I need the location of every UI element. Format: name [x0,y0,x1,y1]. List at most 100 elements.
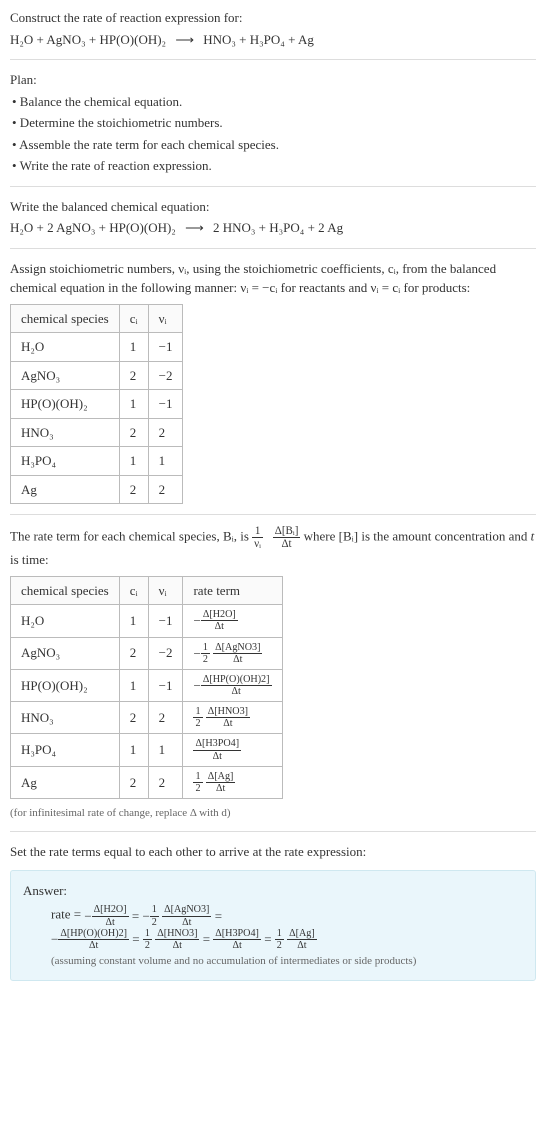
fraction: 12 [275,928,284,951]
divider [10,514,536,515]
table2-note: (for infinitesimal rate of change, repla… [10,805,536,822]
cell-vi: 2 [148,766,183,798]
cell-vi: 2 [148,475,183,504]
fraction: Δ[H3PO4]Δt [213,928,261,951]
frac-1-over-vi: 1 νᵢ [252,525,263,550]
cell-species: H₃PO₄ [11,447,120,476]
table-row: HNO₃2212 Δ[HNO3]Δt [11,702,283,734]
plan-section: Plan: • Balance the chemical equation. •… [10,70,536,176]
eq-left: H₂O + 2 AgNO₃ + HP(O)(OH)₂ [10,220,176,235]
cell-ci: 2 [119,475,148,504]
fraction: Δ[HNO3]Δt [206,706,250,729]
answer-box: Answer: rate = −Δ[H2O]Δt = −12 Δ[AgNO3]Δ… [10,870,536,981]
cell-ci: 2 [119,361,148,390]
space [266,530,269,545]
final-text: Set the rate terms equal to each other t… [10,842,536,862]
table-row: AgNO₃2−2 [11,361,183,390]
fraction: Δ[AgNO3]Δt [213,642,262,665]
frac-dBi-dt: Δ[Bᵢ] Δt [273,525,301,550]
table-row: H₂O1−1 [11,333,183,362]
cell-rate-term: −Δ[H2O]Δt [183,605,282,637]
fraction: 12 [193,771,202,794]
cell-ci: 1 [119,390,148,419]
cell-vi: 2 [148,702,183,734]
table-row: HNO₃22 [11,418,183,447]
fraction: Δ[HP(O)(OH)2]Δt [201,674,272,697]
cell-species: HNO₃ [11,702,120,734]
cell-species: Ag [11,475,120,504]
fraction: Δ[HP(O)(OH)2]Δt [58,928,129,951]
col-vi: νᵢ [148,304,183,333]
cell-ci: 1 [119,605,148,637]
intro-section: Construct the rate of reaction expressio… [10,8,536,49]
col-vi: νᵢ [148,576,183,605]
answer-label: Answer: [23,881,523,901]
cell-vi: −1 [148,605,183,637]
cell-ci: 1 [119,669,148,701]
col-species: chemical species [11,576,120,605]
divider [10,186,536,187]
col-rate: rate term [183,576,282,605]
rate-intro-post: is time: [10,552,49,567]
fraction: Δ[Ag]Δt [287,928,317,951]
answer-note: (assuming constant volume and no accumul… [51,953,523,970]
fraction: Δ[Ag]Δt [206,771,236,794]
cell-species: H₃PO₄ [11,734,120,766]
stoich-section: Assign stoichiometric numbers, νᵢ, using… [10,259,536,505]
table-row: Ag22 [11,475,183,504]
cell-vi: −1 [148,333,183,362]
answer-expression: rate = −Δ[H2O]Δt = −12 Δ[AgNO3]Δt = −Δ[H… [51,904,523,951]
table-row: H₃PO₄11 [11,447,183,476]
balanced-section: Write the balanced chemical equation: H₂… [10,197,536,238]
cell-ci: 2 [119,418,148,447]
table-header-row: chemical species cᵢ νᵢ [11,304,183,333]
plan-item: • Balance the chemical equation. [12,92,536,112]
cell-ci: 1 [119,734,148,766]
cell-rate-term: 12 Δ[Ag]Δt [183,766,282,798]
plan-item: • Assemble the rate term for each chemic… [12,135,536,155]
fraction: Δ[H2O]Δt [92,904,129,927]
table-row: AgNO₃2−2−12 Δ[AgNO3]Δt [11,637,283,669]
cell-vi: 1 [148,447,183,476]
cell-ci: 1 [119,447,148,476]
cell-species: AgNO₃ [11,637,120,669]
col-ci: cᵢ [119,304,148,333]
eq-left: H₂O + AgNO₃ + HP(O)(OH)₂ [10,32,166,47]
stoich-table: chemical species cᵢ νᵢ H₂O1−1AgNO₃2−2HP(… [10,304,183,505]
divider [10,831,536,832]
rate-table: chemical species cᵢ νᵢ rate term H₂O1−1−… [10,576,283,799]
cell-species: H₂O [11,605,120,637]
table-row: Ag2212 Δ[Ag]Δt [11,766,283,798]
col-species: chemical species [11,304,120,333]
cell-vi: 2 [148,418,183,447]
fraction: 12 [201,642,210,665]
divider [10,59,536,60]
fraction: 12 [150,904,159,927]
table-row: H₃PO₄11Δ[H3PO4]Δt [11,734,283,766]
cell-ci: 2 [119,702,148,734]
fraction: Δ[HNO3]Δt [155,928,199,951]
cell-species: HP(O)(OH)₂ [11,390,120,419]
col-ci: cᵢ [119,576,148,605]
fraction: Δ[H2O]Δt [201,609,238,632]
t-var: t [531,529,535,544]
cell-vi: 1 [148,734,183,766]
cell-species: HP(O)(OH)₂ [11,669,120,701]
cell-rate-term: Δ[H3PO4]Δt [183,734,282,766]
plan-heading: Plan: [10,70,536,90]
eq-arrow: ⟶ [185,220,204,235]
fraction: Δ[AgNO3]Δt [162,904,211,927]
rate-intro-section: The rate term for each chemical species,… [10,525,536,821]
rate-intro-mid: where [Bᵢ] is the amount concentration a… [304,529,531,544]
cell-species: Ag [11,766,120,798]
table-row: HP(O)(OH)₂1−1−Δ[HP(O)(OH)2]Δt [11,669,283,701]
stoich-text: Assign stoichiometric numbers, νᵢ, using… [10,259,536,298]
cell-vi: −1 [148,669,183,701]
cell-vi: −2 [148,637,183,669]
rate-eq-prefix: rate = [51,907,84,922]
cell-ci: 2 [119,766,148,798]
balanced-heading: Write the balanced chemical equation: [10,197,536,217]
table-row: H₂O1−1−Δ[H2O]Δt [11,605,283,637]
plan-item: • Write the rate of reaction expression. [12,156,536,176]
cell-ci: 2 [119,637,148,669]
